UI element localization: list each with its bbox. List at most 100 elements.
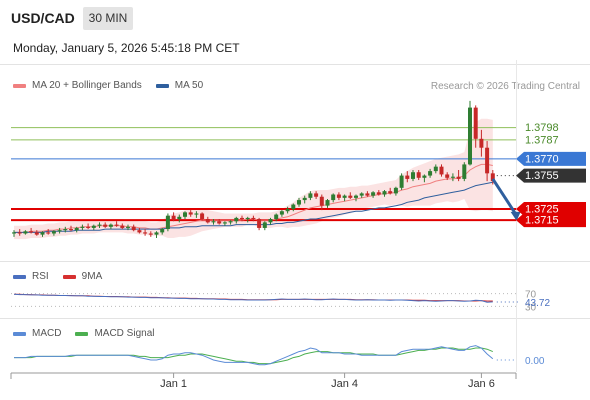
candle-body xyxy=(365,193,370,196)
candle-body xyxy=(171,215,176,220)
ma50-line xyxy=(14,181,493,233)
header-divider xyxy=(0,64,590,65)
candle-body xyxy=(228,221,233,223)
candle-body xyxy=(200,213,205,220)
candle-body xyxy=(376,192,381,195)
macd-legend-label: MACD xyxy=(32,328,62,339)
support-label-1.3715-text: 1.3715 xyxy=(525,215,559,227)
candle-body xyxy=(285,209,290,212)
candle-body xyxy=(314,193,319,197)
rsi-current-label: 43.72 xyxy=(525,298,550,309)
ma50-swatch-icon xyxy=(155,83,169,88)
macd-zero-label: 0.00 xyxy=(525,356,545,367)
resistance-label-1.3798: 1.3798 xyxy=(525,122,559,134)
ma20-legend-label: MA 20 + Bollinger Bands xyxy=(32,80,142,91)
macd-legend: MACD MACD Signal xyxy=(13,328,154,339)
candle-body xyxy=(468,107,472,165)
candle-body xyxy=(234,217,239,222)
candle-body xyxy=(29,231,34,233)
pivot-label-1.3770: 1.3770 xyxy=(516,151,586,166)
candle-body xyxy=(359,193,364,196)
candle-body xyxy=(12,232,16,234)
x-tick-label: Jan 4 xyxy=(331,378,358,390)
macd-signal-swatch-icon xyxy=(75,331,89,336)
research-credit: Research © 2026 Trading Central xyxy=(430,81,580,92)
candle-body xyxy=(371,192,376,196)
candle-body xyxy=(222,222,227,224)
ma50-legend-label: MA 50 xyxy=(174,80,204,91)
candle-body xyxy=(46,232,51,234)
candle-body xyxy=(40,232,45,235)
candle-body xyxy=(411,172,415,179)
candle-body xyxy=(120,225,125,228)
candle-body xyxy=(57,230,62,232)
candle-body xyxy=(319,196,324,206)
support-label-1.3725-text: 1.3725 xyxy=(525,204,559,216)
timeframe-button[interactable]: 30 MIN xyxy=(83,7,133,30)
candle-body xyxy=(80,226,85,228)
candle-body xyxy=(63,229,68,231)
resistance-label-1.3787-text: 1.3787 xyxy=(525,134,559,146)
last-price-label: 1.3755 xyxy=(516,168,586,183)
candle-body xyxy=(160,229,165,233)
candle-body xyxy=(137,230,142,233)
resistance-label-1.3787: 1.3787 xyxy=(525,134,559,146)
rsi-ma-legend-label: 9MA xyxy=(81,271,103,282)
candle-body xyxy=(485,147,490,174)
candle-body xyxy=(336,194,341,198)
last-price-label-text: 1.3755 xyxy=(525,170,559,182)
candle-body xyxy=(251,217,256,220)
candle-body xyxy=(393,187,398,194)
ma20-swatch-icon xyxy=(13,83,26,88)
candle-body xyxy=(103,224,108,227)
pivot-label-1.3770-text: 1.3770 xyxy=(525,153,559,165)
macd-line xyxy=(14,345,494,366)
instrument-title: USD/CAD xyxy=(11,10,75,26)
support-label-1.3715: 1.3715 xyxy=(516,213,586,228)
candle-body xyxy=(148,233,153,235)
candle-body xyxy=(473,107,478,139)
forecast-arrow-shaft xyxy=(491,178,517,215)
rsi-swatch-icon xyxy=(13,274,26,279)
candle-body xyxy=(177,216,182,220)
candle-body xyxy=(268,219,273,223)
macd-signal-legend-label: MACD Signal xyxy=(94,328,155,339)
chart-datetime: Monday, January 5, 2026 5:45:18 PM CET xyxy=(13,41,240,55)
rsi-divider xyxy=(0,261,590,262)
resistance-label-1.3798-text: 1.3798 xyxy=(525,122,559,134)
candle-body xyxy=(143,232,148,234)
candle-body xyxy=(388,191,393,194)
forecast-arrow-head-icon xyxy=(510,211,521,221)
candle-body xyxy=(325,200,330,206)
candle-body xyxy=(86,226,91,228)
x-tick-label: Jan 1 xyxy=(160,378,187,390)
last-price-label-box xyxy=(516,168,586,183)
candle-body xyxy=(348,195,353,198)
candle-body xyxy=(183,212,187,217)
main-legend: MA 20 + Bollinger Bands MA 50 xyxy=(13,80,203,91)
rsi-level-label-70: 70 xyxy=(525,290,537,301)
x-tick-label: Jan 6 xyxy=(468,378,495,390)
pivot-label-1.3770-box xyxy=(516,151,586,166)
candle-body xyxy=(257,219,262,228)
candle-body xyxy=(165,215,170,230)
candle-body xyxy=(331,194,336,201)
candle-body xyxy=(154,232,159,235)
macd-panel: 0.00 xyxy=(14,345,545,367)
candle-body xyxy=(462,164,467,179)
candle-body xyxy=(399,175,404,188)
rsi-ma-swatch-icon xyxy=(62,274,76,279)
candle-body xyxy=(51,231,56,234)
x-axis: Jan 1 Jan 4 Jan 6 xyxy=(10,372,517,390)
candle-body xyxy=(211,221,216,223)
candle-body xyxy=(382,191,387,195)
candle-body xyxy=(194,213,199,215)
candle-body xyxy=(274,214,279,220)
bollinger-band-layer xyxy=(14,118,493,240)
candle-body xyxy=(131,226,136,231)
candles-layer xyxy=(12,100,521,238)
candle-body xyxy=(439,166,444,175)
candle-body xyxy=(23,231,28,234)
